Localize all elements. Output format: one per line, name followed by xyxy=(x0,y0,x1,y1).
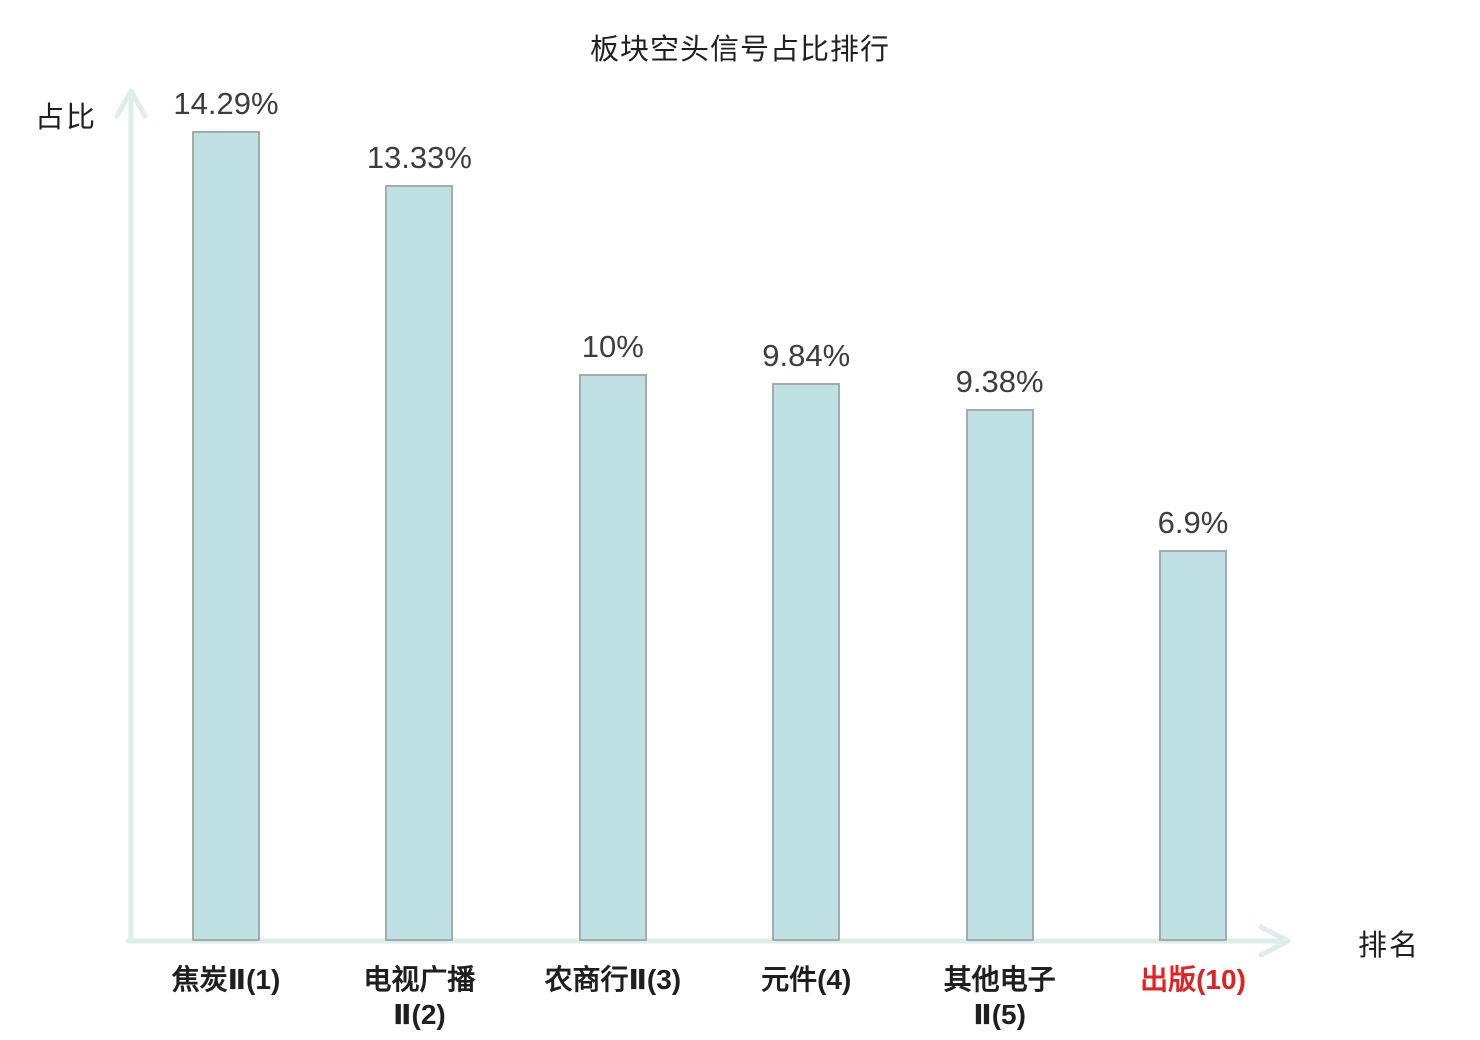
bar-category-line: 电视广播 xyxy=(363,964,476,995)
bar-category-label: 电视广播 Ⅱ(2) xyxy=(279,962,559,1032)
x-axis xyxy=(125,924,1291,958)
bar-4 xyxy=(772,383,841,941)
bar-category-line: Ⅱ(2) xyxy=(393,999,446,1030)
x-axis-arrow-icon xyxy=(1258,924,1291,958)
bar-category-label: 焦炭Ⅱ(1) xyxy=(86,962,366,997)
bar-value-label: 14.29% xyxy=(173,86,279,121)
bar-category-line: 农商行Ⅱ(3) xyxy=(544,964,682,995)
bar-category-label: 出版(10) xyxy=(1053,962,1333,997)
y-axis xyxy=(114,88,148,944)
bar-3 xyxy=(578,374,647,941)
bar-category-label: 农商行Ⅱ(3) xyxy=(473,962,753,997)
bar-category-line: 焦炭Ⅱ(1) xyxy=(171,964,281,995)
bar-6 xyxy=(1159,550,1227,941)
bar-value-label: 6.9% xyxy=(1157,505,1229,540)
bar-value-label: 10% xyxy=(581,329,644,364)
bar-value-label: 9.84% xyxy=(762,338,851,373)
bar-category-line: Ⅱ(5) xyxy=(973,999,1026,1030)
bar-category-line: 出版(10) xyxy=(1140,964,1246,995)
bar-category-label: 其他电子 Ⅱ(5) xyxy=(860,962,1140,1032)
bar-5 xyxy=(965,409,1034,941)
y-axis-arrow-icon xyxy=(114,88,148,119)
bar-category-line: 其他电子 xyxy=(943,964,1056,995)
chart-title: 板块空头信号占比排行 xyxy=(589,34,890,66)
bar-1 xyxy=(192,131,260,941)
bar-2 xyxy=(385,185,454,941)
bar-category-line: 元件(4) xyxy=(761,964,852,995)
x-axis-label: 排名 xyxy=(1358,930,1421,962)
bar-value-label: 9.38% xyxy=(955,364,1044,399)
bar-category-label: 元件(4) xyxy=(666,962,946,997)
bar-value-label: 13.33% xyxy=(366,140,472,175)
y-axis-label: 占比 xyxy=(35,102,98,134)
